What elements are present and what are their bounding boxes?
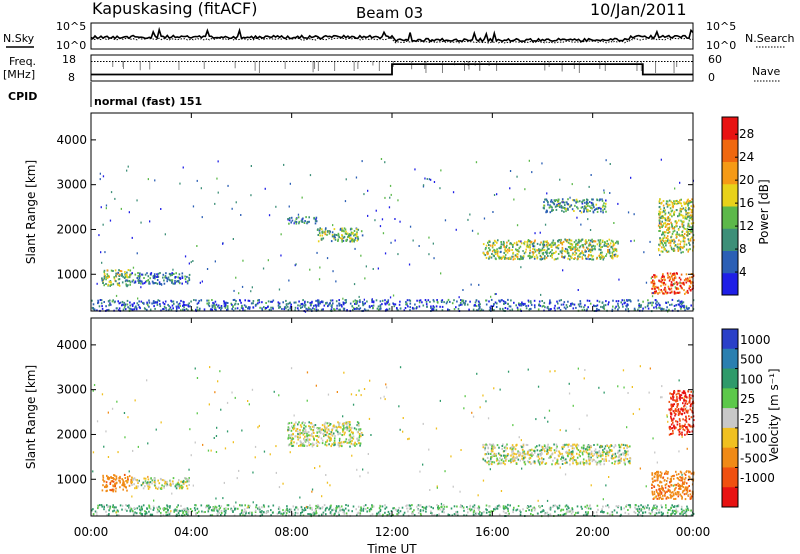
colorbar-segment [722, 427, 738, 449]
colorbar-tick-label: 25 [740, 392, 755, 406]
colorbar-segment [722, 368, 738, 389]
range-tick-label: 1000 [56, 267, 87, 281]
noise-tick-right-top: 10^5 [706, 20, 736, 33]
colorbar-segment [722, 161, 738, 185]
velocity-echo-cells [91, 365, 695, 518]
colorbar-segment [722, 467, 738, 488]
colorbar-segment [722, 408, 738, 429]
colorbar-segment [722, 206, 738, 229]
colorbar-tick-label: 4 [739, 265, 747, 279]
range-tick-label: 3000 [56, 178, 87, 192]
velocity-y-label: Slant Range [km] [24, 365, 38, 469]
colorbar-segment [722, 447, 738, 468]
colorbar-frame [721, 116, 739, 296]
cpid-label: CPID [8, 90, 37, 103]
freq-tick-left-bottom: 8 [68, 71, 75, 84]
noise-tick-left-top: 10^5 [56, 20, 86, 33]
time-tick-label: 00:00 [676, 525, 711, 539]
time-tick-label: 12:00 [375, 525, 410, 539]
range-tick-label: 3000 [56, 383, 87, 397]
time-tick-label: 08:00 [274, 525, 309, 539]
colorbar-segment [722, 329, 738, 350]
colorbar-segment [722, 272, 738, 296]
colorbar-tick-label: -25 [740, 412, 760, 426]
time-tick-label: 20:00 [575, 525, 610, 539]
time-axis: 00:00 04:00 08:00 12:00 16:00 20:00 00:00 [74, 113, 711, 539]
colorbar-tick-label: 500 [740, 353, 763, 367]
colorbar-segment [722, 388, 738, 409]
power-y-label: Slant Range [km] [24, 160, 38, 264]
freq-tick-right-bottom: 0 [708, 71, 715, 84]
power-y-axis: 1000 2000 3000 4000 [56, 133, 693, 281]
beam-title: Beam 03 [356, 4, 423, 22]
time-axis-label: Time UT [366, 542, 417, 554]
noise-panel-frame [90, 22, 694, 50]
freq-panel-frame [90, 54, 694, 82]
colorbar-frame [721, 328, 739, 508]
colorbar-segment [722, 487, 738, 508]
colorbar-segment [722, 348, 738, 370]
nsearch-trace [91, 37, 694, 44]
freq-label-line1: Freq. [9, 55, 36, 68]
colorbar-tick-label: 24 [739, 150, 754, 164]
power-echo-cells [91, 158, 695, 313]
range-tick-label: 1000 [56, 472, 87, 486]
cpid-mode: normal (fast) 151 [94, 95, 202, 108]
station-title: Kapuskasing (fitACF) [92, 0, 257, 18]
freq-trace [91, 63, 693, 76]
freq-tick-left-top: 18 [62, 53, 76, 66]
range-tick-label: 2000 [56, 222, 87, 236]
time-tick-label: 04:00 [174, 525, 209, 539]
nsearch-label: N.Search [745, 32, 795, 45]
colorbar-tick-label: 100 [740, 372, 763, 386]
date-title: 10/Jan/2011 [590, 0, 687, 19]
nsky-trace [90, 26, 694, 43]
nsky-label: N.Sky [3, 32, 35, 45]
range-tick-label: 2000 [56, 427, 87, 441]
colorbar-segment [722, 183, 738, 207]
freq-label-line2: [MHz] [3, 68, 35, 81]
nave-label: Nave [752, 65, 780, 78]
range-tick-label: 4000 [56, 338, 87, 352]
velocity-colorbar-label: Velocity [m s⁻¹] [767, 368, 781, 461]
colorbar-segment [722, 117, 738, 140]
colorbar-tick-label: 28 [739, 127, 754, 141]
nave-spikes [112, 61, 678, 74]
time-tick-label: 16:00 [475, 525, 510, 539]
noise-tick-left-bottom: 10^0 [56, 39, 86, 52]
colorbar-tick-label: 8 [739, 242, 747, 256]
colorbar-tick-label: 16 [739, 196, 754, 210]
range-tick-label: 4000 [56, 133, 87, 147]
velocity-colorbar: 1000 500 100 25 -25 -100 -500 -1000 [721, 328, 775, 508]
colorbar-tick-label: 1000 [740, 333, 771, 347]
velocity-y-axis: 1000 2000 3000 4000 [56, 338, 693, 486]
colorbar-tick-label: -1000 [740, 471, 775, 485]
power-colorbar: 4 8 12 16 20 24 28 [721, 116, 754, 296]
colorbar-tick-label: -500 [740, 451, 767, 465]
noise-tick-right-bottom: 10^0 [706, 39, 736, 52]
colorbar-tick-label: 12 [739, 219, 754, 233]
colorbar-tick-label: -100 [740, 432, 767, 446]
colorbar-segment [722, 250, 738, 274]
colorbar-tick-label: 20 [739, 173, 754, 187]
power-colorbar-label: Power [dB] [757, 179, 771, 244]
time-tick-label: 00:00 [74, 525, 109, 539]
freq-tick-right-top: 60 [708, 53, 722, 66]
colorbar-segment [722, 228, 738, 251]
colorbar-segment [722, 139, 738, 162]
